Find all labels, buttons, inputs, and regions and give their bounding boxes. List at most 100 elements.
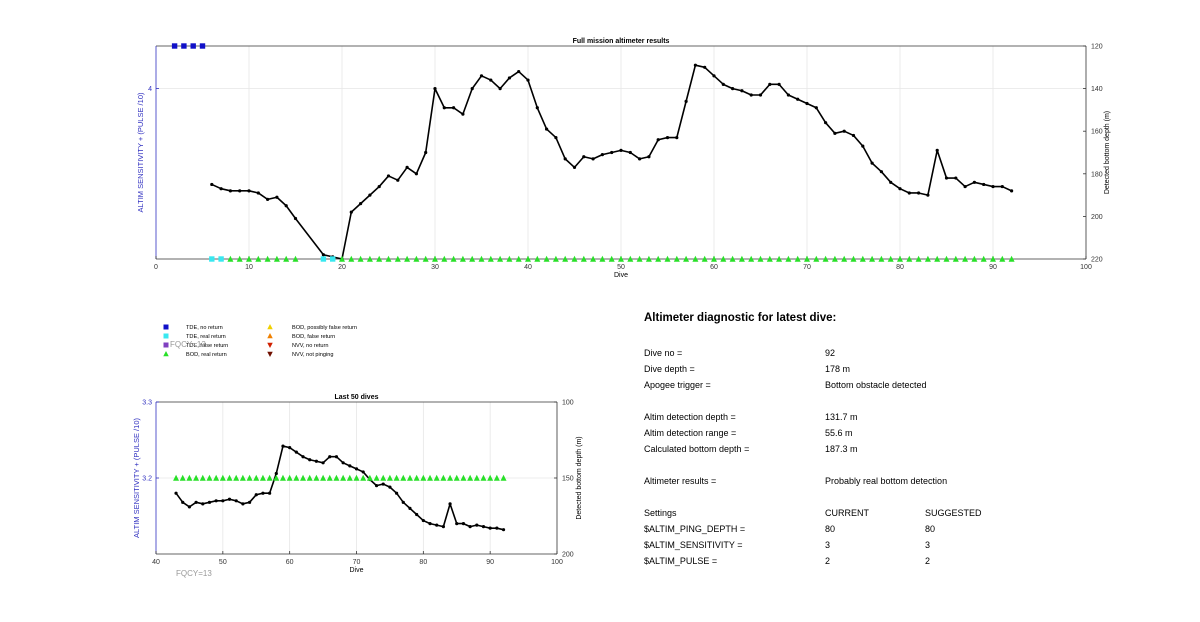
bottom-depth-point bbox=[294, 450, 298, 454]
bottom-depth-point bbox=[842, 129, 846, 133]
y-tick-label: 3.2 bbox=[142, 475, 152, 482]
bod-real-return-marker bbox=[543, 255, 550, 262]
bod-real-return-marker bbox=[413, 255, 420, 262]
bottom-depth-point bbox=[461, 522, 466, 526]
bod-real-return-marker bbox=[599, 255, 606, 262]
bod-real-return-marker bbox=[393, 474, 400, 481]
x-tick-label: 100 bbox=[1080, 264, 1092, 271]
bottom-depth-point bbox=[435, 523, 439, 527]
bod-real-return-marker bbox=[897, 255, 903, 262]
bod-real-return-marker bbox=[506, 255, 513, 262]
bottom-depth-point bbox=[374, 484, 379, 488]
bod-real-return-marker bbox=[618, 255, 624, 262]
y2-tick-label: 100 bbox=[562, 399, 574, 406]
x-tick-label: 90 bbox=[989, 264, 997, 271]
bod-real-return-marker bbox=[432, 255, 438, 262]
bottom-depth-point bbox=[187, 505, 192, 509]
setting-label: $ALTIM_PING_DEPTH = bbox=[644, 524, 746, 534]
diagnostic-label: Apogee trigger = bbox=[644, 380, 711, 390]
bottom-depth-point bbox=[334, 455, 339, 459]
bod-real-return-marker bbox=[206, 474, 213, 481]
bod-real-return-marker bbox=[924, 255, 931, 262]
bottom-depth-point bbox=[619, 148, 623, 152]
bod-real-return-marker bbox=[571, 255, 578, 262]
bottom-depth-point bbox=[749, 93, 753, 97]
tde-no-return-marker bbox=[190, 43, 196, 49]
bod-real-return-marker bbox=[878, 255, 885, 262]
bottom-depth-point bbox=[275, 195, 279, 199]
legend-entry-label: BOD, real return bbox=[186, 352, 227, 358]
bottom-depth-point bbox=[833, 131, 837, 135]
settings-header-label: Settings bbox=[644, 508, 677, 518]
bottom-depth-point bbox=[582, 155, 586, 159]
triangle-marker bbox=[267, 333, 273, 339]
bottom-depth-point bbox=[898, 187, 902, 191]
bottom-depth-point bbox=[321, 253, 325, 257]
bod-real-return-marker bbox=[413, 474, 420, 481]
setting-current: 3 bbox=[825, 540, 831, 550]
bod-real-return-marker bbox=[173, 474, 180, 481]
bod-real-return-marker bbox=[467, 474, 474, 481]
bod-real-return-marker bbox=[757, 255, 764, 262]
bottom-depth-point bbox=[656, 138, 660, 142]
bottom-depth-point bbox=[388, 485, 392, 489]
bod-real-return-marker bbox=[971, 255, 978, 262]
bottom-depth-point bbox=[647, 155, 651, 159]
x-tick-label: 20 bbox=[338, 264, 346, 271]
settings-header-current: CURRENT bbox=[825, 508, 869, 518]
bottom-depth-point bbox=[293, 216, 298, 221]
bottom-depth-point bbox=[381, 482, 385, 486]
bottom-depth-point bbox=[424, 150, 428, 155]
bod-real-return-marker bbox=[453, 474, 460, 481]
bottom-depth-point bbox=[395, 491, 399, 495]
bod-real-return-marker bbox=[683, 255, 690, 262]
bod-real-return-marker bbox=[497, 255, 504, 262]
bod-real-return-marker bbox=[199, 474, 206, 481]
bottom-depth-point bbox=[461, 112, 465, 116]
bod-real-return-marker bbox=[552, 255, 559, 262]
bod-real-return-marker bbox=[952, 255, 959, 262]
bod-real-return-marker bbox=[469, 255, 476, 262]
x-tick-label: 80 bbox=[419, 559, 427, 566]
bod-real-return-marker bbox=[320, 474, 327, 481]
bottom-depth-point bbox=[261, 491, 265, 495]
x-tick-label: 100 bbox=[551, 559, 563, 566]
bod-real-return-marker bbox=[645, 255, 652, 262]
legend-entry-label: NVV, not pinging bbox=[292, 352, 333, 358]
bod-real-return-marker bbox=[420, 474, 427, 481]
bod-real-return-marker bbox=[841, 255, 848, 262]
bod-real-return-marker bbox=[227, 255, 234, 262]
bottom-depth-point bbox=[256, 191, 260, 195]
bod-real-return-marker bbox=[887, 255, 894, 262]
tde-no-return-marker bbox=[199, 43, 206, 49]
diagnostic-value: 187.3 m bbox=[825, 444, 858, 454]
bottom-depth-point bbox=[907, 191, 911, 195]
setting-suggested: 3 bbox=[925, 540, 931, 550]
bod-real-return-marker bbox=[627, 255, 634, 262]
bottom-depth-point bbox=[214, 499, 218, 503]
y2-tick-label: 180 bbox=[1091, 171, 1103, 178]
legend-entry-label: TDE, false return bbox=[186, 343, 228, 349]
bottom-depth-point bbox=[470, 87, 474, 91]
bod-real-return-marker bbox=[608, 255, 615, 262]
bottom-depth-point bbox=[328, 455, 332, 459]
bottom-depth-point bbox=[368, 193, 372, 197]
bod-real-return-marker bbox=[869, 255, 876, 262]
square-marker bbox=[163, 333, 169, 339]
bod-real-return-marker bbox=[226, 474, 233, 481]
bod-real-return-marker bbox=[822, 255, 829, 262]
bod-real-return-marker bbox=[459, 255, 466, 262]
last-50-dives-chart: 40 50 60 70 80 90 100 3.2 3.3 100 150 200 Last 50 di… bbox=[132, 394, 583, 574]
bottom-depth-point bbox=[221, 499, 225, 503]
bottom-depth-point bbox=[591, 157, 595, 161]
bod-real-return-marker bbox=[333, 474, 340, 481]
legend-entry-label: BOD, false return bbox=[292, 334, 335, 340]
bod-real-return-marker bbox=[636, 255, 643, 262]
bod-real-return-marker bbox=[373, 474, 380, 481]
bod-real-return-marker bbox=[346, 474, 353, 481]
bottom-depth-point bbox=[254, 493, 258, 497]
bottom-depth-point bbox=[247, 500, 252, 504]
bod-real-return-marker bbox=[480, 474, 487, 481]
legend-entry-label: NVV, no return bbox=[292, 343, 329, 349]
bottom-depth-point bbox=[468, 525, 472, 529]
